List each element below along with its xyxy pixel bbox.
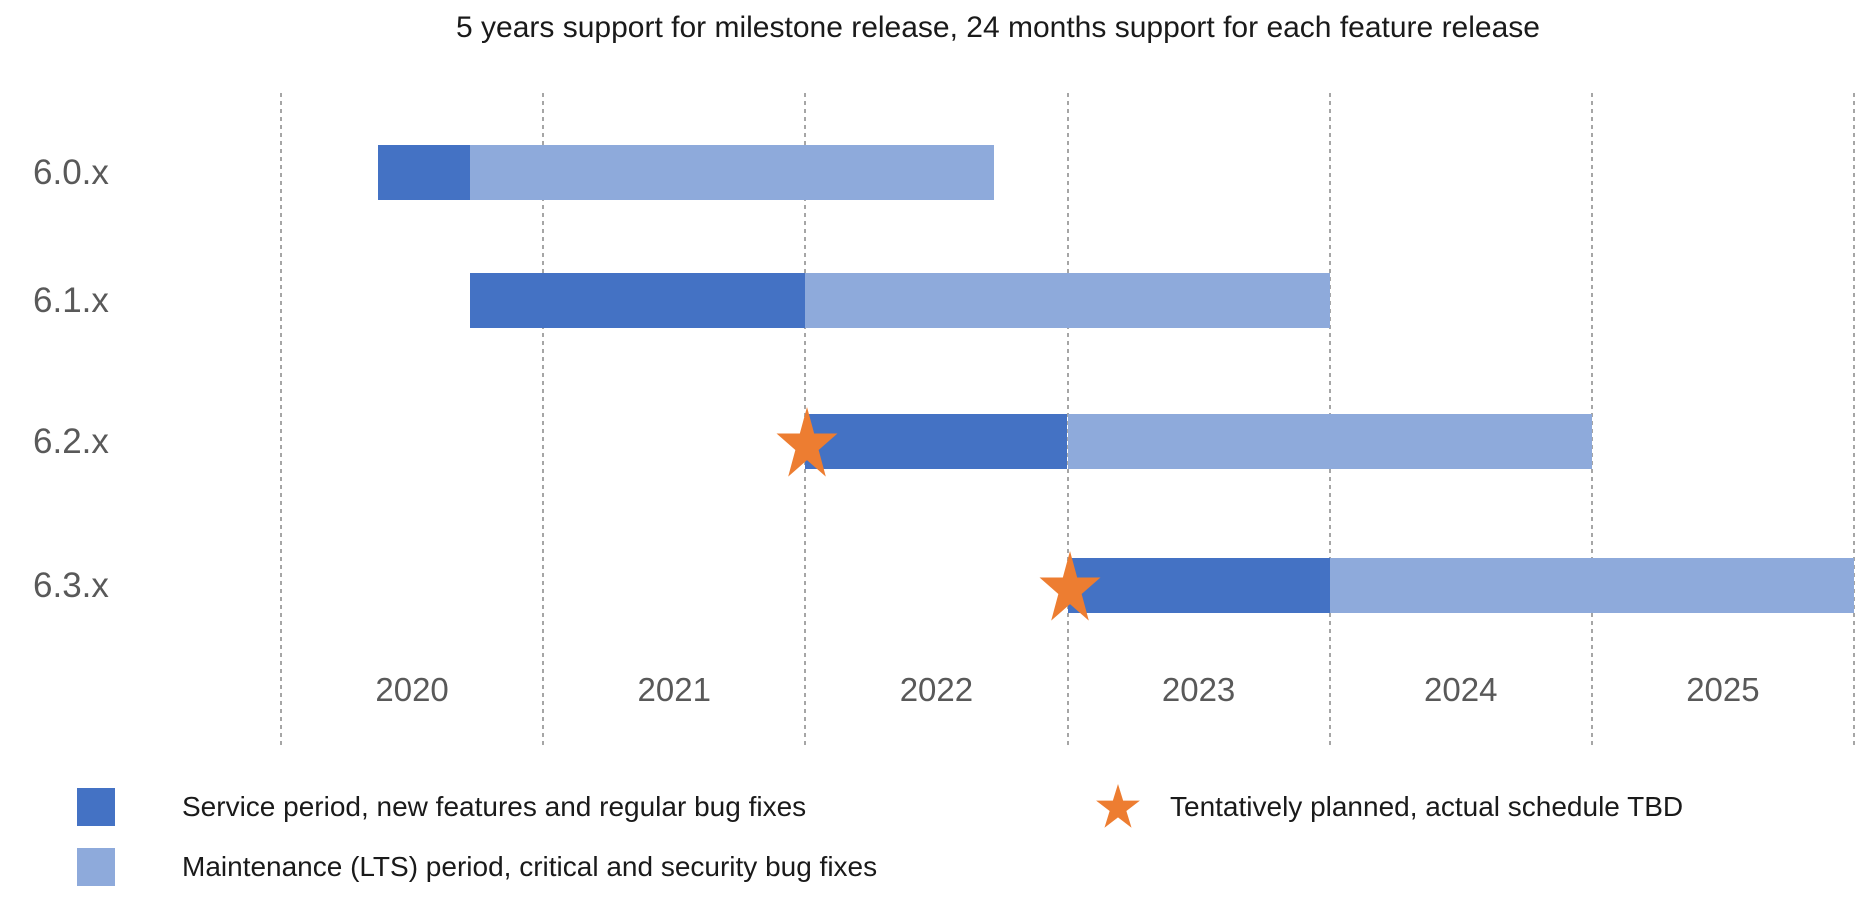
lts-bar-6.0.x <box>469 145 995 200</box>
year-tick-label-2022: 2022 <box>899 671 974 708</box>
lts-bar-6.1.x <box>805 273 1330 328</box>
chart-title: 5 years support for milestone release, 2… <box>456 11 1540 44</box>
service-bar-6.2.x <box>805 414 1068 469</box>
year-tick-label-2021: 2021 <box>637 671 711 708</box>
service-bar-6.0.x <box>378 145 470 200</box>
tentative-star-icon <box>1095 784 1141 828</box>
legend-label-lts: Maintenance (LTS) period, critical and s… <box>182 851 878 882</box>
year-tick-label-2025: 2025 <box>1686 671 1760 708</box>
lts-bar-6.3.x <box>1329 558 1854 613</box>
year-gridline-2026 <box>1853 93 1856 745</box>
year-tick-label-2024: 2024 <box>1424 671 1498 708</box>
release-row-label-6.1.x: 6.1.x <box>33 280 109 320</box>
release-row-label-6.2.x: 6.2.x <box>33 421 109 461</box>
tentative-star-icon-6.2.x <box>775 406 839 477</box>
release-row-label-6.0.x: 6.0.x <box>33 152 109 192</box>
year-gridline-2020 <box>280 93 282 745</box>
year-tick-label-2020: 2020 <box>375 671 449 708</box>
legend-swatch-service <box>77 788 115 826</box>
legend-swatch-lts <box>77 848 115 886</box>
year-tick-label-2023: 2023 <box>1161 671 1236 708</box>
year-gridline-2021 <box>542 93 545 745</box>
year-gridline-2025 <box>1590 93 1593 745</box>
service-bar-6.3.x <box>1067 558 1330 613</box>
legend-label-service: Service period, new features and regular… <box>182 791 807 822</box>
lts-bar-6.2.x <box>1067 414 1592 469</box>
tentative-star-icon-6.3.x <box>1038 550 1102 621</box>
release-row-label-6.3.x: 6.3.x <box>33 565 109 605</box>
legend-label-tentative: Tentatively planned, actual schedule TBD <box>1170 791 1684 822</box>
service-bar-6.1.x <box>469 273 806 328</box>
